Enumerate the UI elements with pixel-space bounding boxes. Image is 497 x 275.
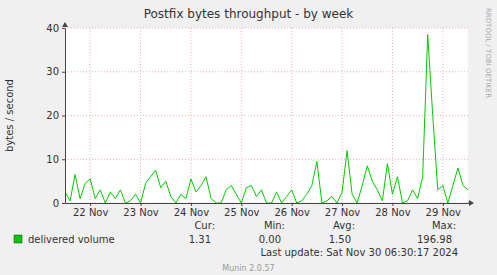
credit: Munin 2.0.57: [222, 264, 274, 273]
y-tick-label: 10: [46, 154, 59, 165]
x-tick-label: 28 Nov: [375, 207, 411, 218]
stat-value: 1.31: [189, 234, 211, 245]
stat-label: Max:: [432, 220, 456, 231]
x-tick-mark: [241, 203, 242, 206]
x-axis-extension: [468, 203, 470, 204]
x-grid-line: [190, 28, 191, 203]
background: [0, 0, 497, 275]
y-grid-line: [65, 115, 468, 116]
x-grid-line: [140, 28, 141, 203]
x-grid-line: [90, 28, 91, 203]
y-tick-label: 20: [46, 110, 59, 121]
y-grid-line: [65, 71, 468, 72]
stat-label: Avg:: [333, 220, 355, 231]
legend-label: delivered volume: [28, 234, 115, 245]
x-tick: 25 Nov: [224, 203, 260, 218]
x-tick: 24 Nov: [174, 203, 210, 218]
x-tick-mark: [342, 203, 343, 206]
legend: delivered volume Cur: 1.31 Min: 0.00 Avg: 1.50…: [14, 220, 456, 245]
watermark: RRDTOOL / TOBI OETIKER: [484, 8, 492, 98]
y-tick: 0: [53, 198, 65, 209]
y-axis-title: bytes / second: [4, 79, 15, 152]
y-grid-line: [65, 28, 468, 29]
x-tick-mark: [292, 203, 293, 206]
y-tick-label: 40: [46, 23, 59, 34]
y-tick-mark: [62, 159, 65, 160]
x-tick: 28 Nov: [375, 203, 411, 218]
x-tick: 27 Nov: [325, 203, 361, 218]
x-tick-mark: [392, 203, 393, 206]
y-axis: 0 10 20 30 40: [46, 23, 65, 209]
x-tick-label: 29 Nov: [426, 207, 462, 218]
x-tick-label: 25 Nov: [224, 207, 260, 218]
x-tick-mark: [191, 203, 192, 206]
x-tick: 23 Nov: [123, 203, 159, 218]
legend-swatch: [14, 235, 22, 243]
chart: 22 Nov 23 Nov 24 Nov 25 Nov 26 Nov 27 Nov 28 N…: [0, 0, 497, 275]
x-grid-line: [241, 28, 242, 203]
x-tick-mark: [141, 203, 142, 206]
plot-marks: [65, 35, 468, 203]
x-axis-line: [66, 203, 469, 204]
y-tick: 20: [46, 110, 65, 121]
grid: [65, 28, 468, 203]
x-tick-label: 24 Nov: [174, 207, 210, 218]
plot-area: [65, 28, 468, 203]
y-tick-mark: [62, 116, 65, 117]
y-grid-line: [65, 159, 468, 160]
y-tick-label: 0: [53, 198, 59, 209]
y-tick-mark: [62, 72, 65, 73]
x-tick-label: 27 Nov: [325, 207, 361, 218]
y-tick: 40: [46, 23, 65, 34]
x-grid-line: [342, 28, 343, 203]
stat-value: 0.00: [259, 234, 281, 245]
x-arrow: [469, 200, 474, 206]
title: Postfix bytes throughput - by week: [144, 7, 354, 21]
x-tick-mark: [90, 203, 91, 206]
x-tick-label: 22 Nov: [73, 207, 109, 218]
y-arrow: [62, 22, 68, 27]
x-tick: 26 Nov: [274, 203, 310, 218]
y-tick-mark: [62, 203, 65, 204]
stat-label: Min:: [264, 220, 285, 231]
x-tick-label: 26 Nov: [274, 207, 310, 218]
x-tick: 22 Nov: [73, 203, 109, 218]
x-tick: 29 Nov: [426, 203, 462, 218]
x-tick-label: 23 Nov: [123, 207, 159, 218]
series-line: [65, 35, 468, 203]
x-grid-line: [392, 28, 393, 203]
x-tick-mark: [443, 203, 444, 206]
stat-value: 196.98: [417, 234, 452, 245]
y-tick-label: 30: [46, 66, 59, 77]
y-tick: 10: [46, 154, 65, 165]
x-grid-line: [291, 28, 292, 203]
y-axis-line: [65, 29, 66, 204]
stat-label: Cur:: [194, 220, 215, 231]
footer: Last update: Sat Nov 30 06:30:17 2024: [260, 247, 458, 258]
y-tick-mark: [62, 28, 65, 29]
y-tick: 30: [46, 66, 65, 77]
stat-value: 1.50: [329, 234, 351, 245]
x-grid-line: [442, 28, 443, 203]
x-axis: 22 Nov 23 Nov 24 Nov 25 Nov 26 Nov 27 Nov 28 N…: [66, 203, 469, 218]
